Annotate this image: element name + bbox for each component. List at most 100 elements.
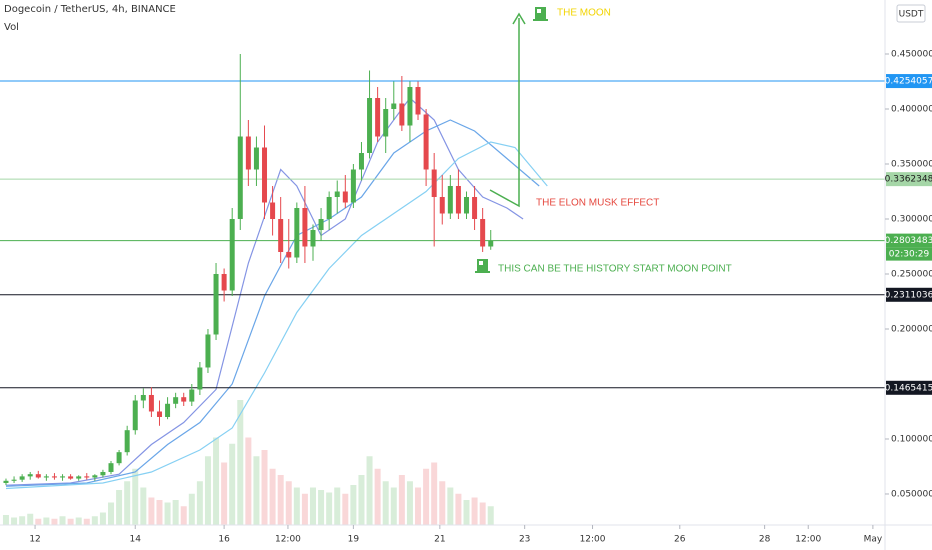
volume-bar [342, 493, 349, 525]
candle-body [197, 367, 203, 390]
candle-body [173, 397, 179, 404]
volume-bar [390, 487, 397, 525]
volume-bar [415, 487, 422, 525]
volume-bar [132, 468, 139, 525]
candle-body [318, 218, 324, 230]
candle-body [205, 334, 211, 368]
candle-layer [3, 54, 494, 486]
volume-bar [75, 517, 82, 525]
volume-bar [326, 492, 333, 525]
volume-bar [245, 437, 252, 525]
moon-arrowhead [512, 12, 526, 25]
volume-bar [164, 502, 171, 525]
moving-average [5, 141, 548, 490]
candle-body [92, 475, 98, 478]
volume-bar [318, 490, 325, 525]
volume-bar [43, 517, 50, 525]
volume-bar [11, 517, 18, 525]
candle-body [19, 476, 25, 480]
currency-box[interactable] [896, 4, 926, 23]
candle-body [342, 191, 348, 203]
moving-average [5, 97, 524, 486]
candle-body [84, 476, 90, 478]
candle-body [140, 394, 146, 401]
candle-body [253, 147, 259, 170]
volume-label: Vol [4, 22, 19, 33]
candle-body [11, 479, 17, 481]
volume-bar [116, 490, 123, 525]
annotation: THE ELON MUSK EFFECT [536, 198, 659, 209]
candle-body [350, 169, 356, 203]
x-tick-label: 14 [130, 535, 142, 545]
price-label: 0.4254057 [885, 77, 932, 87]
x-tick-label: 12:00 [795, 535, 821, 545]
candle-body [43, 476, 49, 478]
volume-bar [67, 518, 74, 525]
volume-bar [2, 515, 9, 525]
candle-body [124, 430, 130, 453]
volume-bar [334, 487, 341, 525]
volume-bar [350, 485, 357, 525]
volume-bar [91, 516, 98, 525]
price-label: 0.3362348 [885, 175, 932, 185]
volume-bar [374, 468, 381, 525]
volume-bar [19, 516, 26, 525]
x-tick-label: 28 [759, 535, 771, 545]
candle-body [463, 196, 469, 214]
volume-bar [237, 400, 244, 525]
volume-bar [455, 493, 462, 525]
volume-bar [358, 475, 365, 525]
candle-body [488, 240, 494, 247]
cup-icon [533, 7, 548, 21]
candle-body [3, 480, 9, 483]
volume-bar [301, 493, 308, 525]
volume-bar [124, 481, 131, 525]
volume-bar [229, 443, 236, 525]
candle-body [270, 202, 276, 219]
candle-body [229, 218, 235, 291]
annotation: THIS CAN BE THE HISTORY START MOON POINT [498, 264, 732, 275]
volume-bar [423, 468, 430, 525]
currency-label[interactable]: USDT [899, 10, 924, 20]
candle-body [35, 474, 41, 478]
volume-bar [196, 481, 203, 525]
volume-bar [269, 468, 276, 525]
x-tick-label: 16 [218, 535, 230, 545]
volume-bar [293, 487, 300, 525]
candle-body [375, 98, 381, 137]
volume-bar [83, 518, 90, 525]
volume-bar [156, 500, 163, 525]
volume-bar [447, 487, 454, 525]
volume-bar [406, 481, 413, 525]
candle-body [68, 476, 74, 479]
candle-body [310, 229, 316, 247]
volume-bar [221, 462, 228, 525]
volume-bar [140, 487, 147, 525]
volume-bar [471, 497, 478, 525]
volume-bar [261, 450, 268, 525]
candle-body [383, 109, 389, 137]
x-tick-label: 23 [519, 535, 530, 545]
volume-bar [285, 481, 292, 525]
volume-bar [99, 512, 106, 525]
volume-bar [188, 493, 195, 525]
candle-body [423, 114, 429, 170]
price-label-box [886, 380, 932, 395]
candle-body [51, 476, 57, 478]
candle-body [447, 185, 453, 214]
cup-icon [475, 259, 490, 273]
x-tick-label: 21 [434, 535, 445, 545]
x-tick-label: 19 [348, 535, 360, 545]
candle-body [391, 103, 397, 110]
candle-body [367, 98, 373, 154]
volume-bar [213, 437, 220, 525]
x-tick-label: May [864, 535, 883, 545]
candle-body [245, 136, 251, 170]
candle-body [278, 218, 284, 252]
